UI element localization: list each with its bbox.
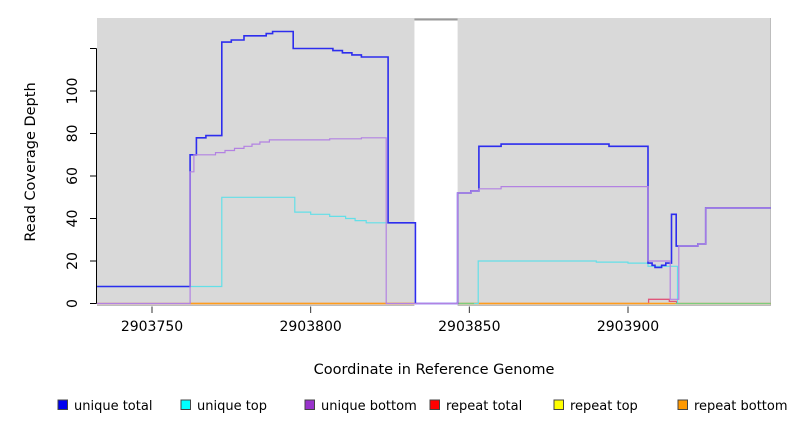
series-line-unique-total (97, 30, 771, 305)
y-axis-tick-label: 80 (65, 125, 81, 143)
no-data-gap-band (414, 20, 458, 306)
legend-label-repeat-total: repeat total (446, 399, 522, 414)
series-line-unique-bottom (97, 137, 771, 305)
x-axis-tick-label: 2903750 (121, 319, 183, 335)
legend-swatch-repeat-top (553, 399, 564, 410)
series-line-unique-top (457, 260, 679, 305)
legend-label-unique-bottom: unique bottom (321, 399, 417, 414)
legend-swatch-repeat-total (429, 399, 440, 410)
x-axis-title: Coordinate in Reference Genome (313, 362, 555, 378)
legend-label-unique-top: unique top (197, 399, 267, 414)
y-axis-tick-label: 40 (65, 210, 81, 228)
legend-label-unique-total: unique total (74, 399, 152, 414)
y-axis-tick-label: 20 (65, 252, 81, 270)
x-axis-tick-label: 2903900 (597, 319, 659, 335)
x-axis-tick-label: 2903850 (438, 319, 500, 335)
y-axis-tick-label: 0 (65, 299, 81, 308)
legend-swatch-unique-total (57, 399, 68, 410)
y-axis-title: Read Coverage Depth (23, 82, 39, 242)
x-axis-tick-label: 2903800 (279, 319, 341, 335)
series-line-unique-top (97, 196, 415, 288)
legend-label-repeat-top: repeat top (570, 399, 638, 414)
legend-swatch-repeat-bottom (677, 399, 688, 410)
y-axis-tick-label: 100 (65, 78, 81, 105)
legend-label-repeat-bottom: repeat bottom (694, 399, 788, 414)
y-axis-tick-label: 60 (65, 167, 81, 185)
legend-swatch-unique-top (180, 399, 191, 410)
legend-swatch-unique-bottom (304, 399, 315, 410)
